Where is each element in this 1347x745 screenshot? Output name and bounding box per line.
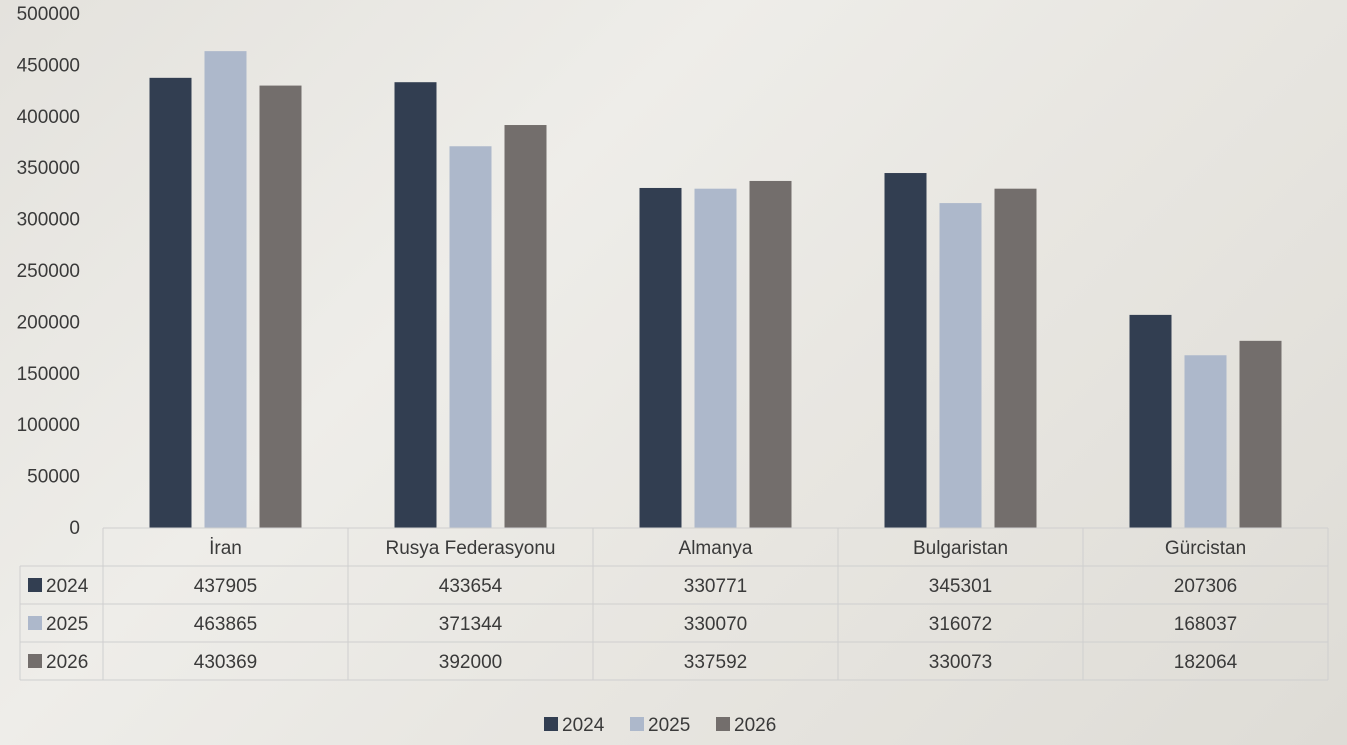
data-cell: 182064	[1174, 652, 1238, 673]
data-cell: 330070	[684, 614, 747, 635]
category-label: İran	[209, 538, 242, 559]
legend-swatch-2024	[544, 717, 558, 731]
legend-label: 2024	[562, 715, 605, 736]
legend-label: 2025	[648, 715, 690, 736]
bar-2024-4	[1129, 314, 1172, 528]
y-tick-label: 50000	[27, 467, 80, 488]
data-cell: 371344	[439, 614, 503, 635]
bar-2026-0	[259, 85, 302, 529]
data-cell: 330073	[929, 652, 992, 673]
row-key-2024	[28, 578, 42, 592]
y-axis: 0 50000 100000 150000 200000 250000 300000 3500…	[17, 4, 80, 539]
bars	[149, 51, 1282, 529]
data-cell: 330771	[684, 576, 747, 597]
category-label: Rusya Federasyonu	[385, 538, 555, 559]
bar-2024-3	[884, 173, 927, 528]
y-tick-label: 250000	[17, 261, 80, 282]
data-cell: 345301	[929, 576, 992, 597]
row-label: 2025	[46, 614, 88, 635]
bar-2025-4	[1184, 355, 1227, 528]
row-label: 2024	[46, 576, 89, 597]
data-cell: 316072	[929, 614, 992, 635]
y-tick-label: 0	[69, 518, 80, 539]
data-cell: 168037	[1174, 614, 1237, 635]
data-table: İran Rusya Federasyonu Almanya Bulgaristan G…	[19, 527, 1329, 681]
y-tick-label: 300000	[17, 210, 80, 231]
data-cell: 437905	[194, 576, 257, 597]
bar-2025-3	[939, 203, 982, 528]
category-label: Almanya	[679, 538, 753, 559]
legend-swatch-2026	[716, 717, 730, 731]
legend-swatch-2025	[630, 717, 644, 731]
y-tick-label: 200000	[17, 312, 80, 333]
data-cell: 337592	[684, 652, 747, 673]
y-tick-label: 350000	[17, 158, 80, 179]
y-tick-label: 400000	[17, 107, 80, 128]
data-cell: 392000	[439, 652, 502, 673]
bar-2024-0	[149, 77, 192, 529]
row-label: 2026	[46, 652, 88, 673]
category-label: Bulgaristan	[913, 538, 1008, 559]
y-tick-label: 500000	[17, 4, 80, 25]
y-tick-label: 150000	[17, 364, 80, 385]
data-cell: 207306	[1174, 576, 1237, 597]
bar-2024-2	[639, 187, 682, 528]
bar-2026-3	[994, 188, 1037, 529]
y-tick-label: 100000	[17, 415, 80, 436]
row-key-2026	[28, 654, 42, 668]
bar-2025-2	[694, 188, 737, 528]
data-cell: 433654	[439, 576, 503, 597]
bar-2026-1	[504, 125, 547, 529]
legend: 2024 2025 2026	[544, 715, 776, 736]
data-cell: 463865	[194, 614, 257, 635]
y-tick-label: 450000	[17, 55, 80, 76]
legend-label: 2026	[734, 715, 776, 736]
bar-2026-4	[1239, 340, 1282, 528]
row-key-2025	[28, 616, 42, 630]
bar-2025-1	[449, 146, 492, 528]
bar-2026-2	[749, 180, 792, 528]
category-label: Gürcistan	[1165, 538, 1246, 559]
bar-2025-0	[204, 51, 247, 528]
bar-2024-1	[394, 82, 437, 529]
data-cell: 430369	[194, 652, 257, 673]
